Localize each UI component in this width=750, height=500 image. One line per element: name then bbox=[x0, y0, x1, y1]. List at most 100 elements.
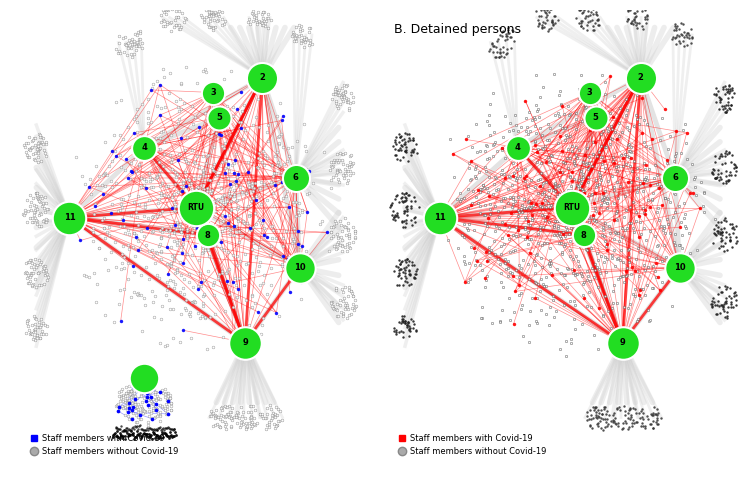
Point bbox=[325, 228, 337, 236]
Point bbox=[240, 422, 252, 430]
Point bbox=[194, 194, 206, 202]
Point bbox=[151, 431, 163, 439]
Point bbox=[400, 190, 412, 198]
Point bbox=[552, 16, 564, 24]
Point bbox=[536, 159, 548, 167]
Point bbox=[120, 382, 132, 390]
Point bbox=[32, 269, 44, 277]
Point bbox=[389, 151, 401, 159]
Point bbox=[248, 188, 259, 196]
Point bbox=[229, 222, 241, 230]
Point bbox=[119, 402, 131, 410]
Point bbox=[496, 306, 508, 314]
Point bbox=[159, 385, 171, 393]
Point bbox=[170, 428, 182, 436]
Point bbox=[28, 265, 40, 273]
Point bbox=[393, 318, 405, 326]
Point bbox=[408, 274, 420, 281]
Point bbox=[568, 208, 580, 216]
Point bbox=[258, 272, 270, 280]
Point bbox=[228, 192, 240, 200]
Point bbox=[247, 182, 259, 190]
Point bbox=[413, 203, 425, 211]
Point bbox=[590, 20, 602, 28]
Point bbox=[493, 213, 505, 221]
Point bbox=[674, 202, 686, 210]
Point bbox=[97, 190, 109, 198]
Point bbox=[156, 302, 168, 310]
Point bbox=[216, 158, 228, 166]
Point bbox=[515, 264, 527, 272]
Point bbox=[651, 414, 663, 422]
Point bbox=[231, 261, 243, 269]
Point bbox=[409, 274, 421, 282]
Point bbox=[39, 320, 51, 328]
Point bbox=[328, 156, 340, 164]
Point bbox=[611, 216, 623, 224]
Point bbox=[164, 432, 176, 440]
Point bbox=[283, 256, 295, 264]
Point bbox=[167, 1, 179, 9]
Point bbox=[245, 412, 257, 420]
Point bbox=[87, 237, 99, 245]
Point bbox=[398, 153, 410, 161]
Point bbox=[336, 227, 348, 235]
Point bbox=[340, 172, 352, 179]
Point bbox=[628, 16, 640, 24]
Point bbox=[131, 118, 143, 126]
Point bbox=[638, 138, 650, 145]
Point bbox=[657, 226, 669, 234]
Point bbox=[386, 201, 398, 209]
Point bbox=[391, 154, 403, 162]
Point bbox=[35, 194, 47, 202]
Point bbox=[139, 430, 151, 438]
Point bbox=[514, 123, 526, 131]
Point bbox=[26, 270, 38, 278]
Point bbox=[574, 4, 586, 12]
Point bbox=[209, 16, 220, 24]
Point bbox=[627, 224, 639, 232]
Point bbox=[630, 208, 642, 216]
Point bbox=[581, 203, 593, 211]
Point bbox=[19, 143, 31, 151]
Point bbox=[569, 220, 581, 228]
Point bbox=[260, 414, 272, 422]
Point bbox=[720, 294, 732, 302]
Point bbox=[655, 182, 667, 190]
Point bbox=[176, 242, 188, 250]
Point bbox=[516, 208, 528, 216]
Point bbox=[428, 217, 440, 225]
Point bbox=[682, 30, 694, 38]
Point bbox=[134, 382, 146, 390]
Point bbox=[670, 24, 682, 32]
Point bbox=[130, 424, 142, 432]
Point bbox=[130, 234, 142, 242]
Point bbox=[597, 190, 609, 198]
Point bbox=[548, 4, 560, 12]
Point bbox=[28, 208, 40, 216]
Point bbox=[496, 28, 508, 36]
Point bbox=[326, 298, 338, 306]
Point bbox=[156, 224, 168, 232]
Point bbox=[136, 432, 148, 440]
Point bbox=[532, 105, 544, 113]
Point bbox=[401, 320, 413, 328]
Point bbox=[155, 255, 167, 263]
Point bbox=[646, 424, 658, 432]
Point bbox=[668, 157, 680, 165]
Point bbox=[271, 411, 283, 419]
Point bbox=[194, 187, 206, 195]
Point bbox=[592, 283, 604, 291]
Point bbox=[625, 148, 637, 156]
Point bbox=[347, 93, 359, 101]
Point bbox=[496, 133, 508, 141]
Point bbox=[560, 131, 572, 139]
Point bbox=[564, 204, 576, 212]
Point bbox=[160, 406, 172, 413]
Point bbox=[117, 34, 129, 42]
Point bbox=[638, 178, 650, 186]
Point bbox=[332, 238, 344, 246]
Point bbox=[94, 244, 106, 252]
Point bbox=[406, 221, 418, 229]
Point bbox=[331, 244, 343, 252]
